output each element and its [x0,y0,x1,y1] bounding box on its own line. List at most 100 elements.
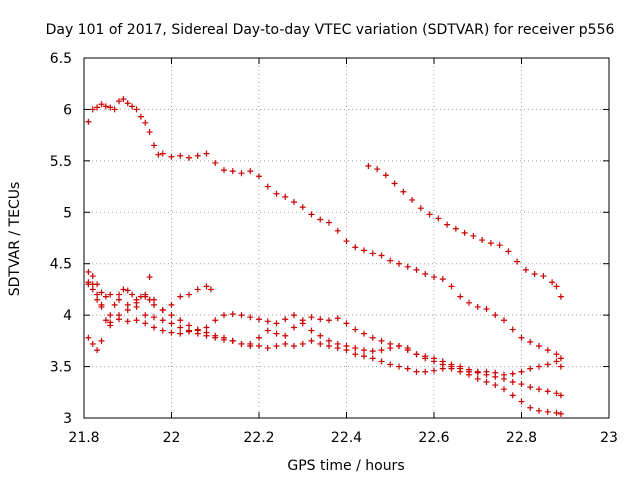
data-point [94,347,101,354]
data-point [264,183,271,190]
data-point [124,307,131,313]
data-point [518,368,525,375]
data-point [247,168,254,175]
data-point [168,153,175,160]
data-point [282,340,289,347]
data-point [151,301,157,308]
data-point [282,193,289,200]
data-point [221,334,227,341]
x-tick-labels: 21.8 22 22.2 22.4 22.6 22.8 23 [68,430,618,446]
data-point [186,322,192,329]
data-point [326,219,332,226]
data-point [431,274,437,281]
data-point [448,365,455,372]
data-point [334,340,341,347]
data-point [107,104,114,111]
chart-title: Day 101 of 2017, Sidereal Day-to-day VTE… [46,22,615,38]
data-point [536,386,542,393]
data-point [553,351,560,358]
data-point [483,371,490,378]
data-point [544,408,551,415]
y-tick-label: 6.5 [50,51,72,67]
data-point [343,238,350,245]
data-point [151,142,157,149]
data-point [374,166,381,173]
data-point [107,312,114,319]
data-point [352,351,359,358]
data-point [518,334,525,341]
data-point [168,320,175,327]
data-point [129,103,136,110]
series-track-6 [85,274,564,417]
data-point [129,291,136,298]
data-point [247,343,254,349]
data-point [273,330,280,337]
data-point [557,363,564,370]
data-point [527,338,534,345]
data-point [116,312,122,319]
data-point [273,343,280,349]
data-point [378,337,385,344]
data-point [431,367,437,374]
y-tick-label: 6 [63,102,72,118]
data-point [413,351,420,358]
data-point [111,106,118,113]
data-point [282,316,289,323]
data-point [194,152,201,159]
data-point [369,334,376,341]
data-point [544,388,551,395]
data-point [194,286,201,293]
data-point [470,232,477,239]
data-point [273,320,280,327]
data-point [168,312,175,319]
x-tick-label: 22.2 [243,430,274,446]
data-point [207,286,214,293]
series-track-5 [85,281,564,399]
data-point [308,314,315,321]
data-point [466,366,472,373]
data-point [352,244,359,251]
data-point [142,119,149,126]
y-axis-label: SDTVAR / TECUs [7,182,23,297]
data-point [544,361,551,368]
data-point [509,379,516,385]
data-point [444,221,451,228]
data-point [151,296,157,303]
y-tick-label: 3 [63,411,72,427]
data-point [229,311,236,318]
data-point [492,312,499,319]
data-point [203,283,210,290]
data-point [142,293,149,300]
data-point [536,363,542,370]
y-tick-label: 3.5 [50,360,72,376]
data-point [522,266,529,273]
data-point [151,314,157,321]
y-tick-labels: 3 3.5 4 4.5 5 5.5 6 6.5 [50,51,72,427]
data-point [168,329,175,336]
y-tick-label: 5.5 [50,154,72,170]
data-point [352,326,359,333]
data-point [540,273,547,280]
data-point [422,368,429,375]
data-point [107,322,114,329]
data-point [487,240,494,247]
data-point [317,316,324,323]
data-point [352,345,359,352]
data-point [369,355,376,362]
data-point [124,287,131,294]
data-point [404,345,411,352]
data-point [177,330,184,337]
data-point [159,317,166,324]
data-point [98,289,105,296]
data-point [553,409,560,416]
data-point [102,293,109,300]
data-point [159,327,166,334]
data-point [448,283,455,290]
data-point [177,293,184,300]
y-tick-label: 4 [63,308,72,324]
data-point [102,317,109,324]
data-point [229,337,236,344]
data-point [422,271,429,277]
data-point [439,361,446,368]
